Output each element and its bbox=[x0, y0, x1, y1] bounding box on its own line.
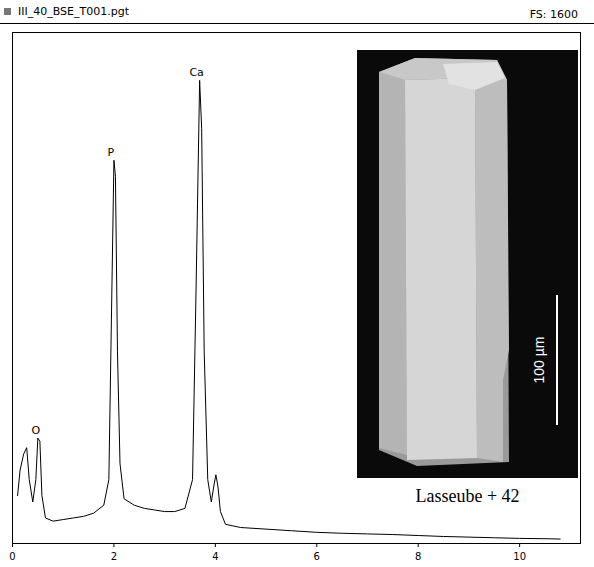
svg-text:100 µm: 100 µm bbox=[531, 337, 547, 384]
svg-text:6: 6 bbox=[314, 551, 320, 562]
svg-text:0: 0 bbox=[9, 551, 15, 562]
html-text:FS: 1600: FS: 1600 bbox=[529, 8, 578, 21]
html-text:III_40_BSE_T001.pgt: III_40_BSE_T001.pgt bbox=[18, 5, 129, 18]
svg-text:Lasseube + 42: Lasseube + 42 bbox=[415, 486, 519, 506]
svg-text:P: P bbox=[108, 146, 115, 159]
svg-text:8: 8 bbox=[415, 551, 421, 562]
svg-text:2: 2 bbox=[111, 551, 117, 562]
svg-text:O: O bbox=[32, 424, 41, 437]
svg-text:10: 10 bbox=[513, 551, 526, 562]
svg-text:4: 4 bbox=[212, 551, 218, 562]
svg-text:Ca: Ca bbox=[189, 66, 203, 79]
